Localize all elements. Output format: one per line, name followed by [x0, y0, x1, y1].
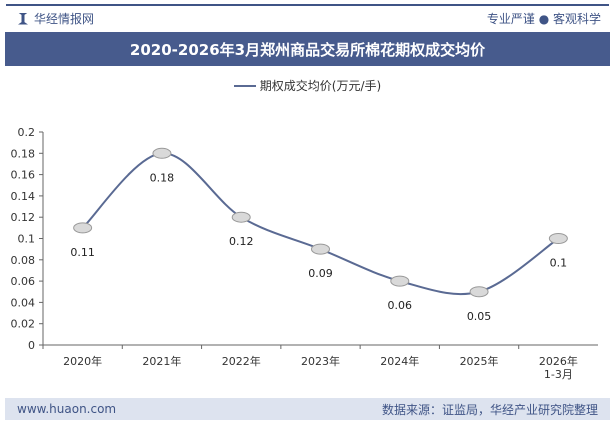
y-tick-label: 0.06: [11, 275, 36, 288]
x-tick-label: 2023年: [301, 354, 340, 368]
brand-name: 华经情报网: [34, 12, 95, 26]
data-label: 0.18: [150, 171, 175, 184]
data-label: 0.1: [550, 257, 568, 270]
data-point: [231, 211, 251, 223]
top-rule: [6, 4, 609, 6]
brand: 华经情报网: [18, 10, 94, 27]
y-tick-label: 0.16: [11, 169, 36, 182]
footer: www.huaon.com 数据来源：证监局，华经产业研究院整理: [5, 398, 610, 420]
data-point: [469, 286, 489, 298]
y-tick-label: 0.2: [18, 126, 36, 139]
y-tick-label: 0.08: [11, 254, 36, 267]
y-tick-label: 0.1: [18, 233, 36, 246]
y-tick-label: 0: [28, 339, 35, 352]
legend-label: 期权成交均价(万元/手): [259, 79, 382, 93]
x-tick-label: 2022年: [222, 354, 261, 368]
data-point: [73, 222, 93, 234]
y-tick-label: 0.12: [11, 211, 36, 224]
y-tick-label: 0.18: [11, 147, 36, 160]
x-tick-label: 2024年: [380, 354, 419, 368]
y-tick-label: 0.14: [11, 190, 36, 203]
chart-title: 2020-2026年3月郑州商品交易所棉花期权成交均价: [5, 32, 610, 66]
brand-logo-icon: [18, 12, 28, 25]
data-point: [548, 233, 568, 244]
y-tick-label: 0.02: [11, 318, 36, 331]
data-point: [390, 275, 410, 287]
x-tick-label: 2026年: [539, 354, 578, 368]
y-tick-label: 0.04: [11, 296, 36, 309]
x-tick-label: 2020年: [63, 354, 102, 368]
x-tick-label: 1-3月: [544, 368, 573, 381]
slogan: 专业严谨 ● 客观科学: [486, 12, 601, 26]
x-tick-label: 2025年: [460, 354, 499, 368]
x-tick-label: 2021年: [142, 354, 181, 368]
data-label: 0.11: [70, 246, 95, 259]
data-point: [152, 147, 172, 159]
legend-line-icon: [233, 84, 256, 87]
footer-url[interactable]: www.huaon.com: [17, 402, 117, 416]
data-point: [311, 243, 330, 255]
legend: 期权成交均价(万元/手): [0, 77, 615, 94]
data-label: 0.12: [229, 235, 254, 248]
footer-source: 数据来源：证监局，华经产业研究院整理: [381, 402, 598, 417]
data-label: 0.09: [308, 267, 333, 280]
data-label: 0.06: [388, 299, 413, 312]
data-label: 0.05: [467, 310, 492, 323]
